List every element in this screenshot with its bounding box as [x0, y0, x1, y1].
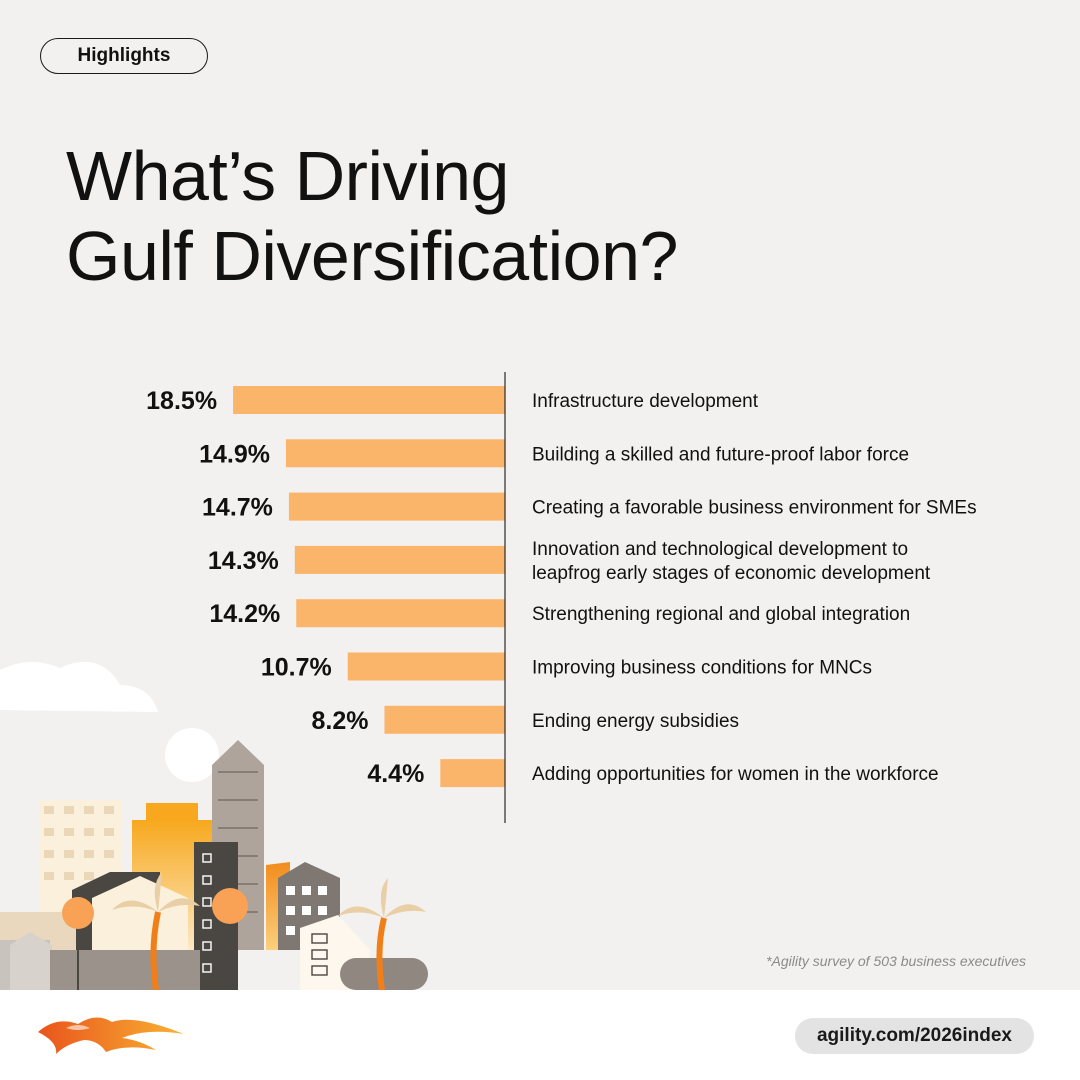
website-link[interactable]: agility.com/2026index — [794, 1018, 1034, 1054]
page-title: What’s Driving Gulf Diversification? — [66, 136, 678, 296]
bar-7 — [384, 705, 505, 734]
city-illustration — [0, 661, 428, 990]
category-label-2: Building a skilled and future-proof labo… — [532, 444, 909, 465]
bars-layer: 18.5% Infrastructure development 14.9% Buil… — [146, 386, 977, 788]
title-line-1: What’s Driving — [66, 137, 509, 215]
value-label-7: 8.2% — [311, 707, 368, 735]
value-label-1: 18.5% — [146, 387, 217, 415]
highlights-tag: Highlights — [40, 38, 208, 74]
value-label-5: 14.2% — [209, 600, 280, 628]
website-url: agility.com/2026index — [816, 1025, 1012, 1046]
footnote: *Agility survey of 503 business executiv… — [766, 953, 1026, 969]
category-label-5: Strengthening regional and global integr… — [532, 604, 910, 625]
bar-8 — [440, 759, 505, 788]
agility-logo-icon — [38, 1017, 184, 1054]
bar-3 — [288, 492, 505, 521]
category-label-7: Ending energy subsidies — [532, 711, 739, 732]
bar-1 — [233, 386, 506, 414]
category-label-4: Innovation and technological development… — [532, 539, 931, 584]
bar-4 — [294, 545, 505, 574]
sun-shape — [165, 728, 219, 782]
cloud-shape — [0, 661, 158, 712]
value-label-6: 10.7% — [261, 654, 332, 682]
bar-5 — [296, 599, 505, 628]
bar-6 — [347, 652, 505, 681]
title-line-2: Gulf Diversification? — [66, 217, 678, 295]
bar-2 — [285, 439, 505, 468]
value-label-8: 4.4% — [367, 760, 424, 788]
value-label-2: 14.9% — [199, 440, 270, 468]
value-label-3: 14.7% — [202, 494, 273, 522]
category-label-3: Creating a favorable business environmen… — [532, 498, 977, 519]
highlights-tag-label: Highlights — [77, 45, 171, 66]
category-label-6: Improving business conditions for MNCs — [532, 658, 872, 679]
value-label-4: 14.3% — [208, 547, 279, 575]
footer-bar: agility.com/2026index — [0, 990, 1080, 1080]
category-label-8: Adding opportunities for women in the wo… — [532, 764, 939, 785]
category-label-1: Infrastructure development — [532, 391, 759, 412]
